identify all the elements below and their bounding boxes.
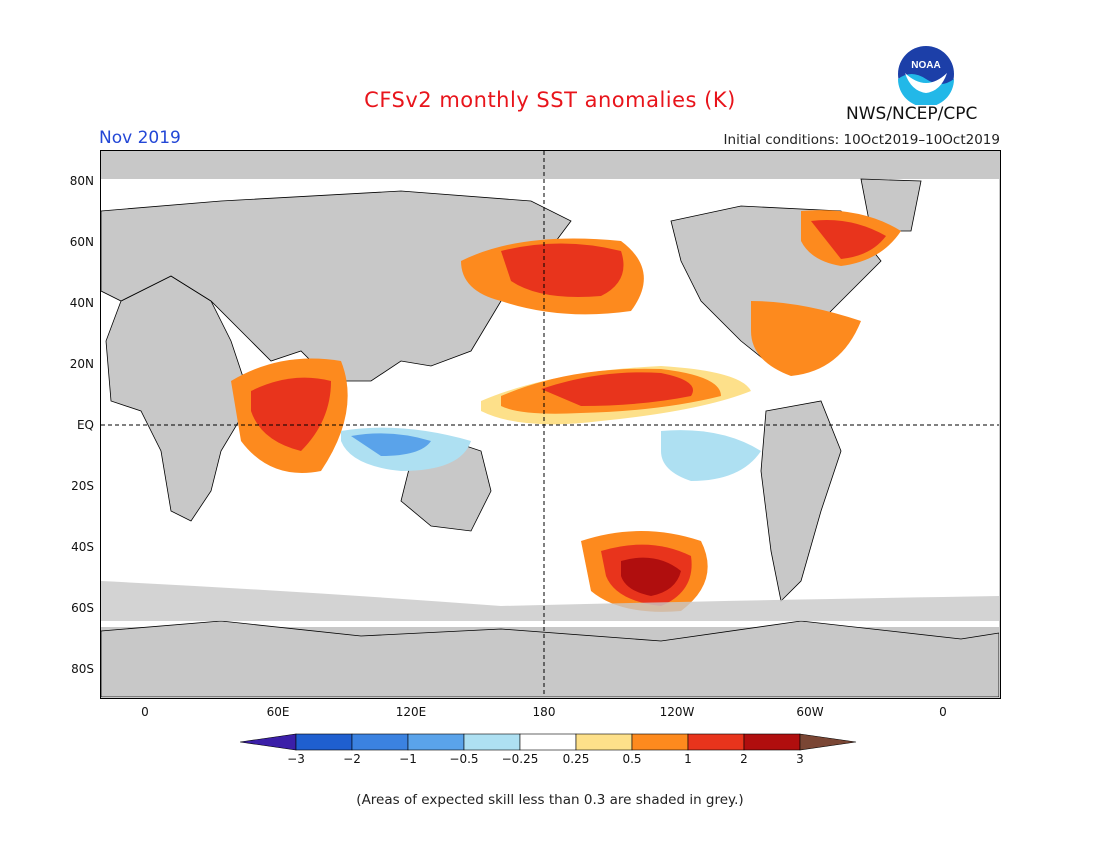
forecast-month: Nov 2019 — [99, 128, 181, 148]
colorbar-bin — [351, 733, 409, 751]
colorbar — [240, 733, 857, 751]
colorbar-arrow-high — [799, 733, 857, 751]
lon-label-0-east: 0 — [939, 705, 947, 719]
colorbar-level-label: 3 — [796, 752, 804, 766]
colorbar-level-label: 1 — [684, 752, 692, 766]
lat-label-60s: 60S — [71, 601, 94, 615]
lon-label-120e: 120E — [395, 705, 427, 719]
colorbar-level-label: 0.5 — [622, 752, 642, 766]
lat-label-20n: 20N — [69, 357, 94, 371]
sst-anomaly-map — [100, 150, 1001, 699]
colorbar-bin — [631, 733, 689, 751]
colorbar-level-label: −1 — [399, 752, 417, 766]
colorbar-bin — [575, 733, 633, 751]
chart-title: CFSv2 monthly SST anomalies (K) — [364, 88, 736, 112]
noaa-logo: NOAA — [896, 44, 956, 105]
colorbar-bin — [519, 733, 577, 751]
anomaly-patches — [101, 210, 999, 621]
lat-label-eq: EQ — [76, 418, 94, 432]
colorbar-arrow-low — [240, 733, 297, 751]
colorbar-level-label: −2 — [343, 752, 361, 766]
colorbar-level-label: −3 — [287, 752, 305, 766]
colorbar-level-label: −0.5 — [449, 752, 479, 766]
colorbar-bin — [743, 733, 801, 751]
colorbar-level-label: 0.25 — [562, 752, 590, 766]
agency-label: NWS/NCEP/CPC — [846, 104, 978, 124]
lat-label-20s: 20S — [71, 479, 94, 493]
colorbar-bin — [407, 733, 465, 751]
initial-conditions: Initial conditions: 10Oct2019–10Oct2019 — [723, 132, 1000, 148]
skill-footnote: (Areas of expected skill less than 0.3 a… — [356, 792, 744, 808]
colorbar-level-label: −0.25 — [501, 752, 539, 766]
colorbar-bin — [295, 733, 353, 751]
lon-label-60w: 60W — [796, 705, 824, 719]
lat-label-80s: 80S — [71, 662, 94, 676]
lon-label-180: 180 — [532, 705, 556, 719]
lat-label-40s: 40S — [71, 540, 94, 554]
map-canvas — [101, 151, 1000, 698]
lat-label-80n: 80N — [69, 174, 94, 188]
lon-label-0: 0 — [141, 705, 149, 719]
lat-label-40n: 40N — [69, 296, 94, 310]
lon-label-120w: 120W — [659, 705, 695, 719]
colorbar-bin — [463, 733, 521, 751]
logo-text: NOAA — [911, 60, 940, 71]
lon-label-60e: 60E — [266, 705, 290, 719]
lat-label-60n: 60N — [69, 235, 94, 249]
colorbar-bin — [687, 733, 745, 751]
colorbar-level-label: 2 — [740, 752, 748, 766]
